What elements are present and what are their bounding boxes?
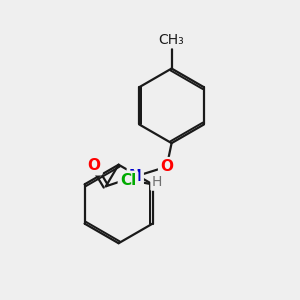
Text: O: O [88,158,100,173]
Text: H: H [152,176,162,189]
Text: O: O [160,159,173,174]
Text: CH₃: CH₃ [159,33,184,47]
Text: N: N [129,169,142,184]
Text: Cl: Cl [120,173,136,188]
